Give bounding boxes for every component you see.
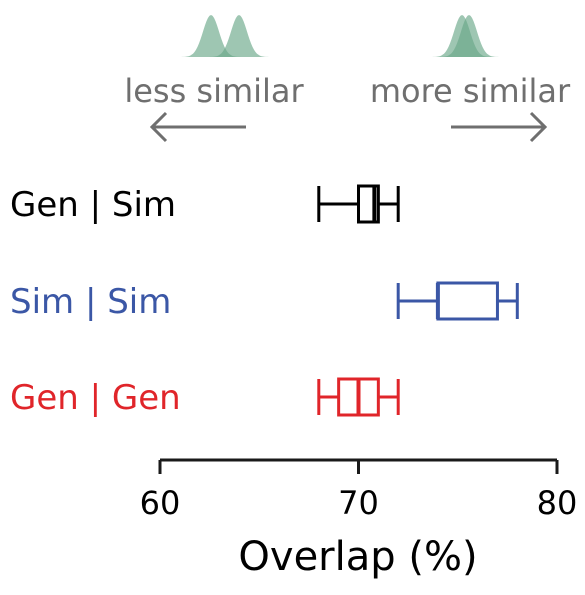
category-label: Sim | Sim bbox=[10, 282, 171, 322]
more-similar-annotation: more similar bbox=[370, 15, 571, 143]
distributions-apart-icon bbox=[181, 15, 269, 57]
distributions-overlap-icon bbox=[432, 15, 499, 57]
less-similar-label: less similar bbox=[124, 72, 304, 110]
less-similar-annotation: less similar bbox=[124, 15, 305, 143]
iqr-box bbox=[436, 281, 499, 321]
x-tick-label: 80 bbox=[537, 484, 578, 522]
box-rows: Gen | Sim Sim | Sim Gen | Gen bbox=[10, 184, 519, 418]
category-label: Gen | Gen bbox=[10, 378, 181, 418]
box-row-1: Sim | Sim bbox=[10, 281, 519, 322]
more-similar-label: more similar bbox=[370, 72, 571, 110]
left-arrow-icon bbox=[149, 111, 246, 143]
box-row-0: Gen | Sim bbox=[10, 184, 400, 225]
x-tick-label: 70 bbox=[338, 484, 379, 522]
box-row-2: Gen | Gen bbox=[10, 377, 400, 418]
x-axis-label: Overlap (%) bbox=[238, 534, 477, 580]
right-arrow-icon bbox=[451, 111, 548, 143]
category-label: Gen | Sim bbox=[10, 185, 176, 225]
x-axis: 60 70 80 bbox=[140, 458, 578, 522]
x-tick-label: 60 bbox=[140, 484, 181, 522]
